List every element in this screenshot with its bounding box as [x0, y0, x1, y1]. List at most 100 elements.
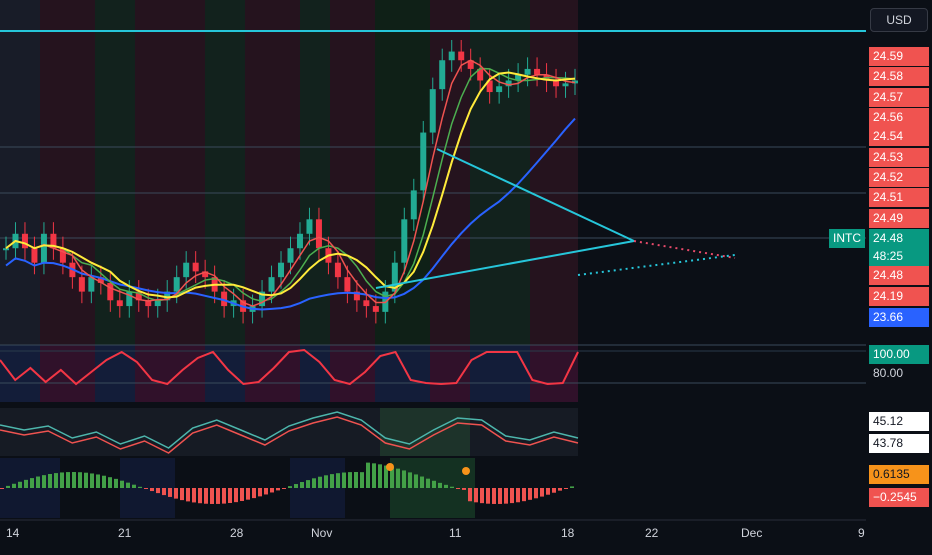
hist-bar — [36, 476, 40, 488]
candle-body — [344, 277, 351, 292]
x-tick-label: Nov — [311, 526, 333, 540]
hist-bar — [486, 488, 490, 504]
rsi-level-label: 80.00 — [873, 366, 904, 380]
x-tick-label: Dec — [741, 526, 763, 540]
hist-bar — [222, 488, 226, 504]
hist-bar — [192, 488, 196, 503]
candle-body — [135, 291, 142, 301]
candle-body — [315, 219, 322, 249]
hist-bar — [270, 488, 274, 493]
hist-bar — [570, 486, 574, 488]
hist-bar — [126, 482, 130, 488]
price-chart[interactable] — [0, 0, 866, 550]
hist-bar — [252, 488, 256, 499]
hist-bar — [450, 486, 454, 488]
x-tick-label: 9 — [858, 526, 865, 540]
hist-bar — [132, 484, 136, 488]
trendline-upper — [436, 148, 635, 242]
signal-dot — [462, 467, 470, 475]
hist-bar — [138, 486, 142, 488]
osc-line-1 — [0, 411, 579, 449]
candle-body — [496, 86, 503, 93]
ma-green-line — [5, 67, 576, 303]
hist-bar — [108, 477, 112, 488]
candle-body — [40, 233, 47, 263]
hist-bar — [552, 488, 556, 493]
hist-bar — [186, 488, 190, 502]
hist-bar — [66, 472, 70, 488]
rsi-line — [0, 348, 579, 386]
currency-button[interactable]: USD — [870, 8, 928, 32]
hist-bar — [42, 475, 46, 488]
hist-bar — [402, 470, 406, 488]
hist-bar — [540, 488, 544, 497]
current-price-label: 24.48 — [869, 229, 929, 248]
price-tick: 24.49 — [869, 209, 929, 228]
hist-bar — [426, 478, 430, 488]
candle-body — [88, 277, 95, 292]
hist-bar — [444, 484, 448, 488]
hist-bar — [336, 473, 340, 488]
candle-body — [31, 248, 38, 263]
hist-bar — [420, 476, 424, 488]
rsi-band — [0, 345, 40, 402]
session-band — [300, 0, 330, 345]
hist-bar — [18, 481, 22, 488]
hist-bar — [78, 472, 82, 488]
rsi-band — [470, 345, 530, 402]
hist-bar — [462, 488, 466, 490]
session-band — [40, 0, 95, 345]
candle-body — [372, 306, 379, 312]
hist-bar — [510, 488, 514, 504]
chart-canvas[interactable] — [0, 0, 866, 550]
price-tick: 24.56 — [869, 108, 929, 127]
hist-band — [290, 458, 345, 518]
hist-bar — [312, 478, 316, 488]
candle-body — [287, 248, 294, 263]
osc-line-2 — [0, 416, 579, 454]
candle-body — [116, 300, 123, 307]
hist-bar — [258, 488, 262, 497]
hist-bar — [234, 488, 238, 503]
rsi-band — [95, 345, 135, 402]
rsi-band — [330, 345, 375, 402]
projection-dotted-teal — [577, 254, 736, 276]
candle-body — [429, 89, 436, 133]
candle-body — [363, 300, 370, 307]
candle-body — [59, 248, 66, 263]
candle-body — [306, 219, 313, 234]
candle-body — [562, 83, 569, 87]
hist-bar — [90, 473, 94, 488]
hist-bar — [384, 465, 388, 488]
hist-bar — [72, 472, 76, 488]
candle-body — [268, 277, 275, 292]
candle-body — [553, 80, 560, 87]
candle-body — [221, 291, 228, 307]
candle-body — [467, 60, 474, 69]
candle-body — [410, 190, 417, 220]
ma-level-label: 24.48 — [869, 266, 929, 285]
session-band — [0, 0, 40, 345]
hist-bar — [378, 464, 382, 488]
hist-bar — [174, 488, 178, 499]
candle-body — [145, 300, 152, 307]
hist-bar — [306, 480, 310, 488]
candle-body — [401, 219, 408, 263]
price-tick: 24.51 — [869, 188, 929, 207]
hist-bar — [60, 472, 64, 488]
candle-body — [458, 51, 465, 61]
hist-bar — [300, 482, 304, 488]
hist-bar — [348, 472, 352, 488]
x-tick-label: 28 — [230, 526, 244, 540]
symbol-badge: INTC — [829, 229, 865, 248]
rsi-band — [375, 345, 430, 402]
trendline-lower — [375, 240, 635, 289]
hist-bar — [12, 483, 16, 488]
x-tick-label: 21 — [118, 526, 132, 540]
candle-body — [524, 68, 531, 75]
price-tick: 24.52 — [869, 168, 929, 187]
hist-bar — [6, 485, 10, 488]
session-band — [470, 0, 530, 345]
candle-body — [439, 60, 446, 90]
candle-body — [154, 300, 161, 307]
